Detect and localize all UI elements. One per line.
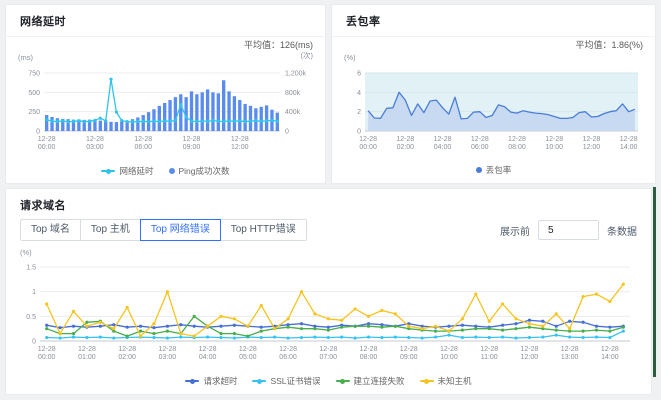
show-top-control: 展示前 条数据 <box>500 220 637 240</box>
legend-label: 网络延时 <box>119 166 154 176</box>
average-value: 平均值：126(ms) <box>243 40 313 50</box>
legend-label: SSL证书错误 <box>270 376 321 386</box>
chart-legend: 丢包率 <box>332 164 655 176</box>
legend-label: 未知主机 <box>437 376 472 386</box>
panel-title: 丢包率 <box>346 16 381 28</box>
svg-text:0.5: 0.5 <box>26 314 36 321</box>
svg-text:4: 4 <box>357 90 361 97</box>
show-top-suffix: 条数据 <box>607 226 637 238</box>
show-count-input[interactable] <box>538 220 599 240</box>
legend-label: 建立连接失败 <box>353 376 405 386</box>
svg-text:500: 500 <box>28 90 40 97</box>
chart-legend: 网络延时 Ping成功次数 <box>6 165 325 177</box>
tab-top-http-error[interactable]: Top HTTP错误 <box>219 219 307 241</box>
show-top-label: 展示前 <box>500 226 530 238</box>
legend-line-marker-icon <box>185 378 200 384</box>
legend-item[interactable]: SSL证书错误 <box>252 375 321 387</box>
svg-text:0: 0 <box>32 339 36 346</box>
legend-item[interactable]: 未知主机 <box>419 375 472 387</box>
tab-top-host[interactable]: Top 主机 <box>79 219 141 241</box>
legend-line-marker-icon <box>419 378 434 384</box>
panel-network-latency: 网络延时 平均值：126(ms) (ms) (次) 0 0 250 400k 500 80… <box>5 4 326 184</box>
legend-line-marker-icon <box>101 168 116 174</box>
legend-dot-marker-icon <box>168 168 175 174</box>
left-axis-unit: (%) <box>20 248 32 257</box>
legend-dot-marker-icon <box>475 167 482 173</box>
svg-text:800k: 800k <box>285 90 301 97</box>
legend-item[interactable]: Ping成功次数 <box>168 165 230 177</box>
legend-line-marker-icon <box>335 378 350 384</box>
svg-text:1,200k: 1,200k <box>285 71 307 78</box>
svg-text:400k: 400k <box>285 109 301 116</box>
latency-bar-line-chart[interactable]: 0 0 250 400k 500 800k 750 1,200k 12-28 00:00 12-28… <box>10 65 322 157</box>
panel-header: 请求域名 <box>6 189 651 220</box>
svg-text:2: 2 <box>357 109 361 116</box>
legend-item[interactable]: 网络延时 <box>101 165 154 177</box>
legend-line-marker-icon <box>252 378 267 384</box>
svg-text:0: 0 <box>36 129 40 136</box>
top-error-tabs: Top 域名 Top 主机 Top 网络错误 Top HTTP错误 <box>20 219 307 241</box>
svg-text:1: 1 <box>32 289 36 296</box>
panel-title: 网络延时 <box>20 16 66 28</box>
svg-text:750: 750 <box>28 71 40 78</box>
legend-item[interactable]: 丢包率 <box>475 164 512 176</box>
legend-label: Ping成功次数 <box>178 166 230 176</box>
screen-edge-artifact <box>653 187 656 377</box>
svg-text:250: 250 <box>28 109 40 116</box>
tab-top-network-error[interactable]: Top 网络错误 <box>139 219 221 241</box>
svg-text:1.5: 1.5 <box>26 265 36 272</box>
svg-text:0: 0 <box>285 129 289 136</box>
chart-legend: 请求超时 SSL证书错误 建立连接失败 未知主机 <box>6 375 651 387</box>
network-errors-line-chart[interactable]: 0 0.5 1 1.5 12-28 00:00 12-28 01:00 12-28 02:00 12… <box>14 259 644 369</box>
left-axis-unit: (ms) <box>18 53 33 62</box>
panel-title: 请求域名 <box>20 200 66 212</box>
panel-packet-loss: 丢包率 平均值：1.86(%) (%) 0 2 4 6 12-28 00:00 12-28 0… <box>331 4 656 184</box>
panel-request-domains: 请求域名 Top 域名 Top 主机 Top 网络错误 Top HTTP错误 展… <box>5 188 652 395</box>
left-axis-unit: (%) <box>344 53 356 62</box>
tab-top-domain[interactable]: Top 域名 <box>20 219 81 241</box>
legend-item[interactable]: 建立连接失败 <box>335 375 405 387</box>
svg-text:6: 6 <box>357 71 361 78</box>
svg-text:0: 0 <box>357 129 361 136</box>
legend-label: 丢包率 <box>485 165 512 175</box>
panel-header: 网络延时 <box>6 5 325 37</box>
packet-loss-area-chart[interactable]: 0 2 4 6 12-28 00:00 12-28 02:00 12-28 04:00 12-28 0… <box>337 65 652 157</box>
legend-label: 请求超时 <box>203 376 238 386</box>
average-value: 平均值：1.86(%) <box>575 40 643 50</box>
legend-item[interactable]: 请求超时 <box>185 375 237 387</box>
panel-header: 丢包率 <box>332 5 655 37</box>
right-axis-unit: (次) <box>300 51 314 60</box>
